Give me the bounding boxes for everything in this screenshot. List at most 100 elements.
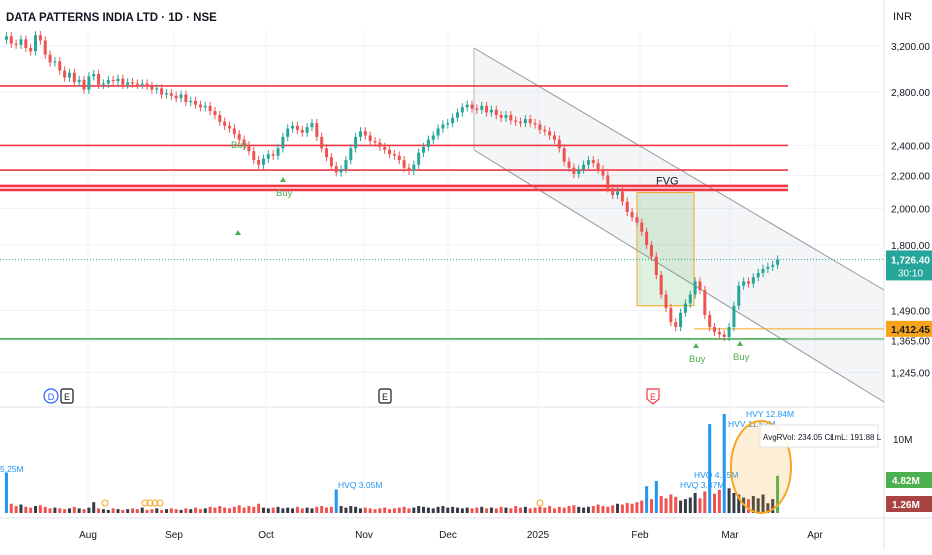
candle-body bbox=[169, 93, 173, 96]
price-tick-label: 2,000.00 bbox=[891, 204, 930, 215]
candle-body bbox=[53, 61, 57, 63]
candle-body bbox=[43, 40, 47, 55]
candle-body bbox=[329, 157, 333, 167]
candle-layer bbox=[4, 31, 780, 342]
candle-body bbox=[281, 136, 285, 149]
volume-bar bbox=[383, 507, 387, 513]
volume-label: HVQ 3.47M bbox=[680, 480, 724, 490]
volume-bar bbox=[160, 509, 164, 513]
candle-body bbox=[776, 259, 780, 265]
volume-bar bbox=[761, 494, 765, 513]
candle-body bbox=[703, 290, 707, 316]
volume-bar bbox=[349, 506, 353, 513]
volume-bar bbox=[339, 506, 343, 513]
candle-body bbox=[499, 115, 503, 118]
buy-signal-arrow bbox=[235, 230, 241, 235]
volume-bar bbox=[281, 508, 285, 513]
candle-body bbox=[698, 281, 702, 291]
candle-body bbox=[489, 109, 493, 113]
volume-tag-label: 4.82M bbox=[892, 476, 920, 487]
candle-body bbox=[131, 82, 135, 84]
volume-bar bbox=[174, 509, 178, 513]
volume-bar bbox=[683, 499, 687, 513]
volume-bar bbox=[485, 508, 489, 513]
candle-body bbox=[504, 115, 508, 118]
price-tick-label: 2,400.00 bbox=[891, 141, 930, 152]
volume-bar bbox=[606, 506, 610, 513]
currency-label: INR bbox=[893, 11, 912, 23]
volume-bar bbox=[582, 507, 586, 513]
candle-body bbox=[189, 100, 193, 103]
candle-body bbox=[203, 105, 207, 108]
candle-body bbox=[436, 128, 440, 136]
event-marker-label: D bbox=[48, 392, 55, 402]
candle-body bbox=[441, 124, 445, 129]
volume-bar bbox=[601, 506, 605, 513]
volume-bar bbox=[111, 508, 115, 513]
candle-body bbox=[693, 281, 697, 295]
volume-bar bbox=[732, 492, 736, 513]
candle-body bbox=[72, 72, 76, 83]
candle-body bbox=[674, 322, 678, 328]
volume-bar bbox=[504, 507, 508, 513]
volume-bar bbox=[407, 508, 411, 513]
time-tick-label: Mar bbox=[721, 530, 739, 541]
candle-body bbox=[87, 76, 91, 90]
volume-bar bbox=[528, 508, 532, 513]
candle-body bbox=[155, 88, 159, 90]
volume-bar bbox=[334, 489, 338, 513]
candle-body bbox=[766, 266, 770, 269]
candle-body bbox=[659, 275, 663, 295]
candle-body bbox=[654, 256, 658, 276]
volume-bar bbox=[422, 506, 426, 513]
volume-bar bbox=[257, 503, 261, 513]
candle-body bbox=[38, 35, 42, 41]
volume-bar bbox=[441, 506, 445, 513]
candle-body bbox=[717, 331, 721, 335]
last-price-label: 1,726.40 bbox=[891, 255, 930, 266]
candle-body bbox=[48, 54, 52, 63]
volume-bar bbox=[519, 507, 523, 513]
candle-body bbox=[412, 164, 416, 171]
candle-body bbox=[601, 169, 605, 176]
volume-bar bbox=[480, 506, 484, 513]
buy-signal-label: Buy bbox=[689, 354, 706, 365]
volume-bar bbox=[198, 509, 202, 513]
candle-body bbox=[548, 131, 552, 136]
volume-marker-ring bbox=[536, 499, 544, 507]
time-tick-label: Feb bbox=[631, 530, 649, 541]
candle-body bbox=[431, 135, 435, 140]
volume-bar bbox=[169, 508, 173, 513]
candle-body bbox=[82, 79, 86, 90]
candle-body bbox=[761, 268, 765, 273]
last-price-tag bbox=[886, 250, 932, 281]
candle-body bbox=[232, 128, 236, 135]
volume-bar bbox=[363, 507, 367, 513]
volume-bar bbox=[674, 496, 678, 513]
volume-bar bbox=[737, 494, 741, 513]
candle-body bbox=[101, 83, 105, 85]
volume-label: 5.25M bbox=[0, 464, 24, 474]
candle-body bbox=[213, 111, 217, 116]
candle-body bbox=[247, 145, 251, 152]
volume-bar bbox=[688, 497, 692, 513]
candle-body bbox=[266, 154, 270, 159]
time-tick-label: Sep bbox=[165, 530, 183, 541]
candle-body bbox=[358, 131, 362, 137]
volume-bar bbox=[557, 506, 561, 513]
fvg-label: FVG bbox=[656, 175, 679, 187]
time-tick-label: Dec bbox=[439, 530, 457, 541]
buy-signal-arrow bbox=[693, 343, 699, 348]
volume-bar bbox=[451, 506, 455, 513]
candle-body bbox=[392, 154, 396, 156]
candle-body bbox=[669, 308, 673, 323]
volume-bar bbox=[446, 507, 450, 513]
candle-body bbox=[640, 222, 644, 232]
volume-bar bbox=[460, 508, 464, 513]
volume-bar bbox=[135, 509, 139, 513]
volume-bar bbox=[213, 507, 217, 513]
buy-signal-label: Buy bbox=[276, 188, 293, 199]
candle-body bbox=[543, 129, 547, 132]
